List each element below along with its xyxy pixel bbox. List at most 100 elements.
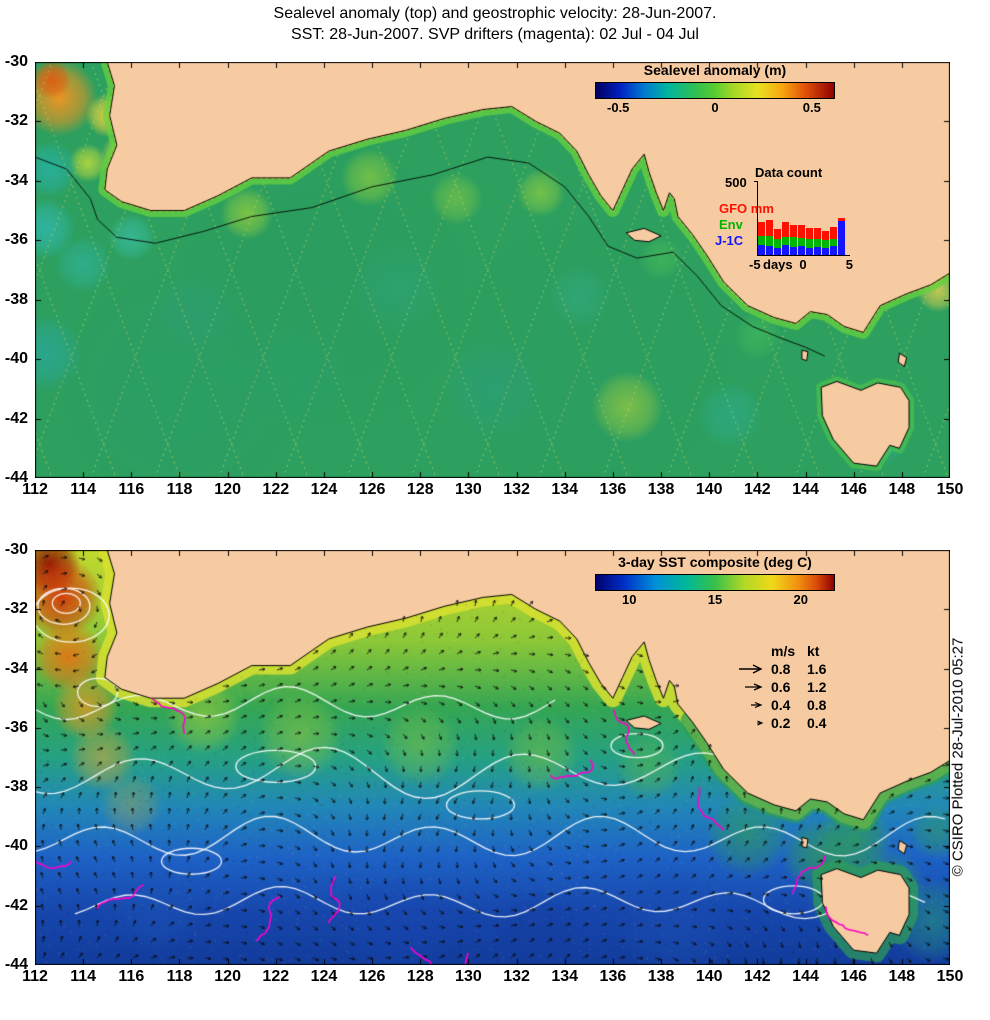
x-tick-label: 148	[888, 968, 916, 985]
y-tick-label: -36	[4, 718, 28, 736]
sst-colorbar-tick-labels: 10 15 20	[595, 591, 835, 607]
velocity-row: 0.8 1.6	[735, 660, 837, 678]
x-tick-label: 134	[551, 968, 579, 985]
x-tick-label: 122	[262, 968, 290, 985]
sealevel-anomaly-panel: Sealevel anomaly (m) -0.5 0 0.5 Data count…	[35, 62, 950, 478]
legend-gfo-label: GFO mm	[719, 201, 774, 216]
title-line-1: Sealevel anomaly (top) and geostrophic v…	[273, 5, 717, 22]
x-tick-label: 122	[262, 481, 290, 498]
x-tick-label: 116	[118, 481, 145, 498]
x-tick-label: 118	[166, 481, 193, 498]
sealevel-colorbar-title: Sealevel anomaly (m)	[643, 62, 787, 78]
velocity-ms: 0.2	[771, 715, 791, 731]
x-tick-label: 116	[118, 968, 145, 985]
x-tick-label: 148	[888, 481, 916, 498]
velocity-col-ms: m/s	[771, 643, 796, 659]
x-tick-label: 140	[695, 481, 723, 498]
velocity-arrow-icon	[735, 717, 771, 729]
y-tick-label: -36	[4, 231, 28, 249]
top-panel-longitude-axis: 112 114 116 118 120 122 124 126 128 130 132 134 136 1…	[22, 481, 963, 501]
y-tick-label: -30	[4, 541, 28, 558]
x-tick-label: 124	[310, 481, 338, 498]
legend-env-label: Env	[719, 217, 743, 232]
velocity-ms: 0.8	[771, 661, 791, 677]
y-tick-label: -34	[4, 659, 28, 677]
y-tick-label: -40	[4, 350, 28, 368]
x-tick-label: 132	[503, 481, 530, 498]
x-tick-label: 124	[310, 968, 338, 985]
data-count-bar	[798, 225, 805, 255]
sst-colorbar-gradient	[595, 574, 835, 591]
x-tick-label: 130	[455, 968, 482, 985]
data-count-ymax-label: 500	[725, 175, 747, 190]
velocity-arrow-icon	[735, 681, 771, 693]
sealevel-colorbar-tick-labels: -0.5 0 0.5	[595, 99, 835, 115]
x-tick-label: 140	[695, 968, 723, 985]
data-count-x-unit: days	[763, 257, 793, 272]
velocity-kt: 0.4	[807, 715, 827, 731]
y-tick-label: -42	[4, 896, 28, 914]
x-tick-label: 138	[647, 968, 675, 985]
x-tick-label: 144	[792, 481, 819, 498]
colorbar-tick-label: 15	[707, 592, 723, 607]
x-tick-label: 136	[599, 968, 627, 985]
top-panel-latitude-axis: -30 -32 -34 -36 -38 -40 -42 -44	[0, 53, 31, 486]
ymax-tick	[754, 181, 758, 182]
x-tick-label: 146	[840, 481, 868, 498]
velocity-kt: 1.6	[807, 661, 827, 677]
x-tick-label: 126	[358, 968, 386, 985]
data-count-bars	[754, 181, 850, 256]
data-count-xaxis: -5 days 0 5	[749, 257, 853, 273]
sst-colorbar: 3-day SST composite (deg C) 10 15 20	[595, 554, 835, 607]
x-tick-label: 120	[214, 968, 241, 985]
data-count-xtick-0: 0	[799, 257, 807, 272]
x-tick-label: 132	[503, 968, 530, 985]
data-count-bar	[814, 227, 821, 255]
x-tick-label: 114	[70, 968, 97, 985]
y-tick-label: -32	[4, 112, 28, 130]
data-count-bar	[822, 230, 829, 255]
x-tick-label: 112	[22, 481, 48, 498]
csiro-credit: © CSIRO Plotted 28-Jul-2010 05:27	[949, 637, 967, 877]
x-tick-label: 142	[744, 968, 771, 985]
velocity-row: 0.2 0.4	[735, 714, 837, 732]
data-count-title: Data count	[755, 165, 823, 180]
x-tick-label: 128	[406, 968, 434, 985]
sealevel-anomaly-map-canvas	[35, 62, 950, 478]
x-tick-label: 118	[166, 968, 193, 985]
x-tick-label: 112	[22, 968, 48, 985]
velocity-col-kt: kt	[807, 643, 820, 659]
bottom-panel-latitude-axis: -30 -32 -34 -36 -38 -40 -42 -44	[0, 541, 31, 973]
colorbar-tick-label: 0.5	[802, 100, 821, 115]
velocity-ms: 0.6	[771, 679, 791, 695]
y-tick-label: -38	[4, 778, 28, 796]
x-tick-label: 150	[936, 481, 964, 498]
velocity-legend-header: m/s kt	[735, 642, 837, 660]
velocity-arrow-icon	[735, 663, 771, 675]
bottom-panel-longitude-axis: 112 114 116 118 120 122 124 126 128 130 132 134 136 1…	[22, 968, 963, 988]
y-tick-label: -38	[4, 290, 28, 308]
data-count-bar	[830, 226, 837, 255]
x-tick-label: 142	[744, 481, 771, 498]
x-tick-label: 146	[840, 968, 868, 985]
figure-title-block: Sealevel anomaly (top) and geostrophic v…	[0, 3, 990, 45]
y-tick-label: -44	[4, 469, 28, 486]
x-tick-label: 136	[599, 481, 627, 498]
x-tick-label: 128	[406, 481, 434, 498]
sst-map-canvas	[35, 550, 950, 965]
colorbar-tick-label: 10	[622, 592, 637, 607]
y-tick-label: -44	[4, 956, 28, 973]
sealevel-colorbar-gradient	[595, 82, 835, 99]
y-tick-label: -42	[4, 409, 28, 427]
data-count-bar	[838, 218, 845, 255]
x-tick-label: 144	[792, 968, 819, 985]
data-count-bar	[790, 225, 797, 255]
x-tick-label: 114	[70, 481, 97, 498]
colorbar-tick-label: -0.5	[607, 100, 630, 115]
x-tick-label: 138	[647, 481, 675, 498]
sealevel-colorbar: Sealevel anomaly (m) -0.5 0 0.5	[595, 62, 835, 115]
colorbar-tick-label: 0	[711, 100, 719, 115]
colorbar-tick-label: 20	[793, 592, 808, 607]
velocity-arrow-icon	[735, 699, 771, 711]
data-count-bar	[758, 222, 765, 255]
